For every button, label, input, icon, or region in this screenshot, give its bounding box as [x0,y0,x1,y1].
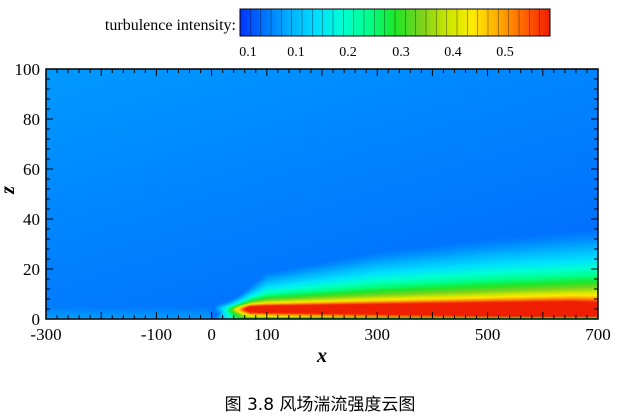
colorbar-level-lines [250,9,540,36]
x-tick-label: 300 [364,325,390,344]
x-axis-label: x [316,345,327,367]
y-tick-label: 60 [23,160,40,179]
figure-caption: 图 3.8 风场湍流强度云图 [224,395,416,415]
colorbar-tick-labels: 0.1 0.1 0.2 0.3 0.4 0.5 [239,45,514,60]
colorbar-tick-label: 0.2 [339,45,357,60]
x-tick-label: -100 [141,325,172,344]
y-axis: 0 20 40 60 80 100 [15,60,598,329]
colorbar-tick-label: 0.1 [239,45,257,60]
x-tick-label: 500 [475,325,501,344]
x-tick-label: 100 [254,325,280,344]
y-tick-label: 0 [32,310,41,329]
y-axis-label: z [0,186,19,195]
x-axis: -300 -100 0 100 300 500 700 [30,69,611,344]
turbulence-field [46,69,598,319]
x-tick-label: 0 [207,325,216,344]
colorbar: turbulence intensity: 0.1 0.1 0.2 0.3 0.4 0.5 [105,8,551,60]
y-tick-label: 80 [23,110,40,129]
y-tick-label: 20 [23,260,40,279]
y-tick-label: 40 [23,210,40,229]
x-tick-label: -300 [30,325,61,344]
colorbar-tick-label: 0.3 [392,45,410,60]
colorbar-tick-label: 0.4 [444,45,462,60]
colorbar-label: turbulence intensity: [105,17,236,34]
colorbar-tick-label: 0.5 [496,45,514,60]
colorbar-tick-label: 0.1 [287,45,305,60]
x-tick-label: 700 [585,325,611,344]
plot-area [45,68,599,320]
y-tick-label: 100 [15,60,41,79]
